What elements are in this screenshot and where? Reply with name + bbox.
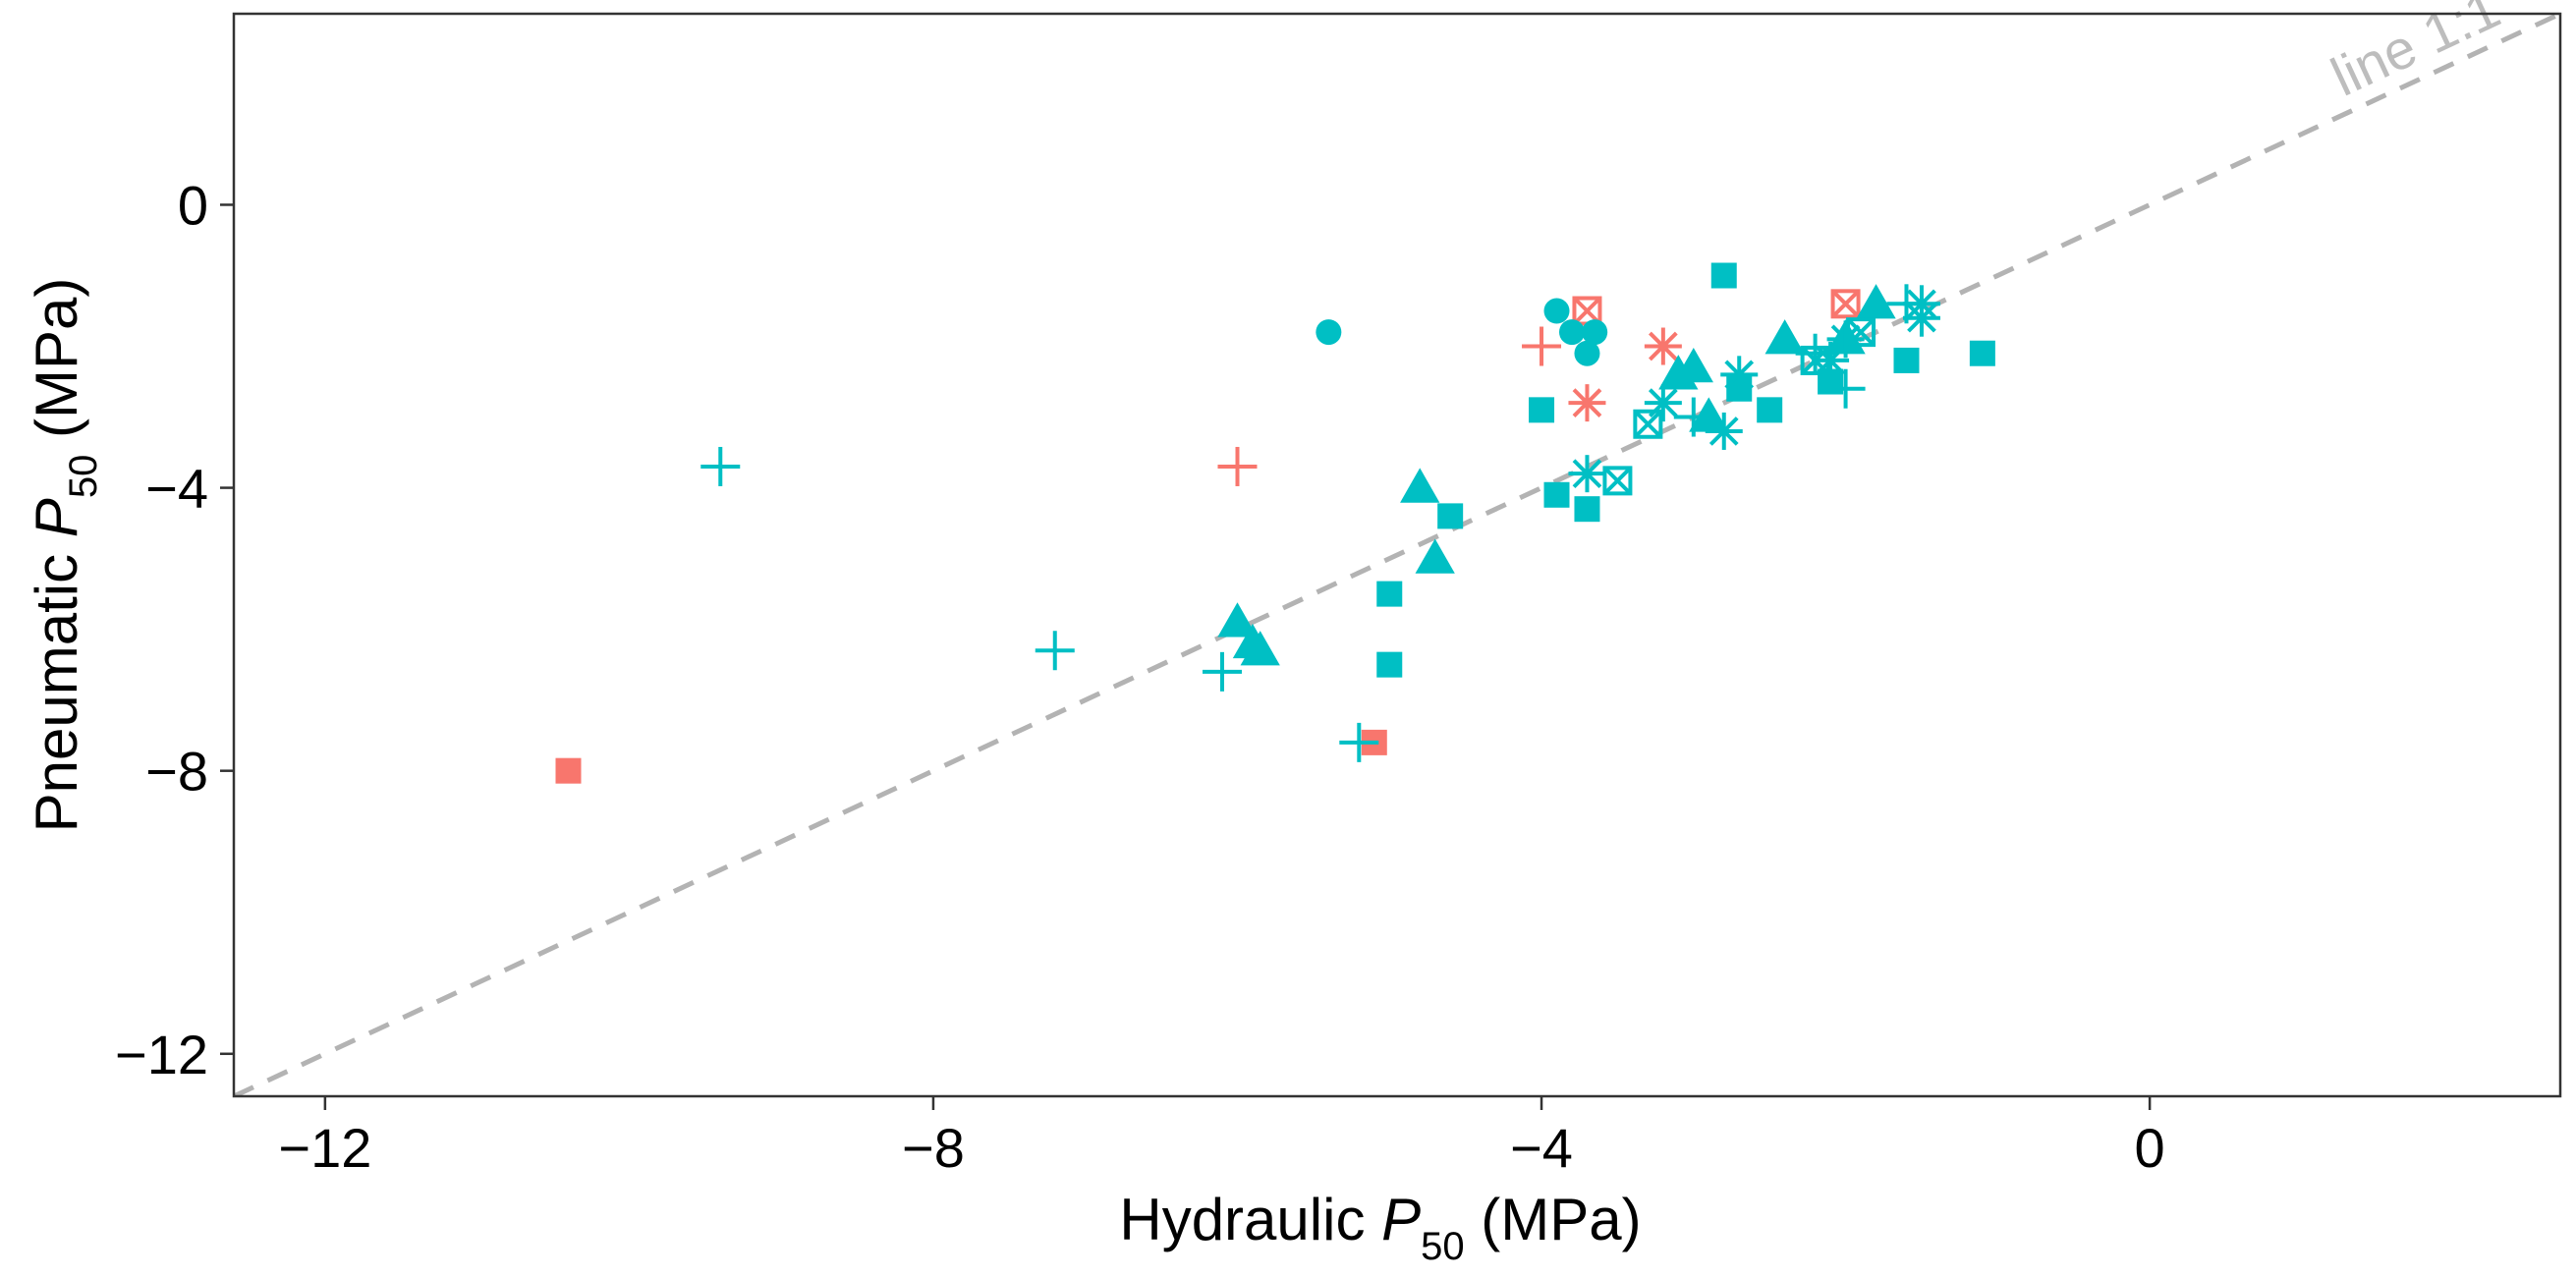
x-axis-title-subscript: 50	[1421, 1225, 1465, 1268]
data-point	[1720, 356, 1759, 394]
y-tick-label: −8	[145, 741, 208, 803]
data-point	[1826, 320, 1865, 359]
data-point	[1339, 722, 1379, 762]
y-axis-title-subscript: 50	[62, 455, 105, 499]
y-axis-title-suffix: (MPa)	[24, 278, 89, 455]
data-point	[1757, 397, 1783, 423]
y-axis-title: Pneumatic P50 (MPa)	[24, 278, 105, 833]
data-point	[1710, 262, 1737, 289]
x-tick-label: −8	[902, 1117, 965, 1179]
data-point	[1558, 319, 1585, 346]
data-point	[1376, 651, 1403, 678]
x-tick-label: −12	[278, 1117, 371, 1179]
points-layer	[555, 262, 1995, 784]
data-point	[1644, 327, 1682, 365]
x-tick-label: 0	[2135, 1117, 2165, 1179]
data-point	[1969, 340, 1995, 366]
data-point	[1902, 299, 1940, 337]
x-axis-title-symbol: P	[1381, 1187, 1421, 1252]
data-point	[1893, 347, 1920, 373]
data-point	[1240, 631, 1280, 666]
data-point	[1543, 481, 1570, 508]
data-point	[1673, 347, 1713, 383]
y-tick-label: 0	[178, 174, 208, 236]
data-point	[555, 757, 582, 784]
data-point	[1035, 631, 1075, 671]
data-point	[1543, 298, 1570, 324]
data-point	[1529, 397, 1555, 423]
data-point	[700, 446, 741, 486]
data-point	[1574, 496, 1600, 523]
x-axis-title-suffix: (MPa)	[1465, 1187, 1642, 1252]
data-point	[1633, 409, 1663, 439]
y-axis-title-symbol: P	[24, 498, 89, 537]
data-point	[1644, 384, 1682, 422]
data-point	[1582, 319, 1608, 346]
reference-line-1-1	[234, 14, 2560, 1096]
data-point	[1830, 289, 1861, 319]
data-point	[1217, 446, 1258, 486]
data-point	[1400, 468, 1440, 503]
data-point	[1217, 602, 1258, 638]
data-point	[1316, 319, 1342, 346]
data-point	[1856, 284, 1896, 319]
data-point	[1522, 326, 1562, 366]
y-tick-label: −12	[115, 1024, 208, 1085]
data-point	[1574, 340, 1600, 366]
data-point	[1376, 581, 1403, 607]
y-axis: −12 −8 −4 0	[115, 174, 234, 1085]
plot-panel-border	[232, 12, 2562, 1098]
x-axis: −12 −8 −4 0	[278, 1096, 2165, 1179]
data-point	[1705, 412, 1743, 450]
data-point	[1764, 319, 1805, 355]
x-axis-title: Hydraulic P50 (MPa)	[1119, 1187, 1641, 1268]
data-point	[1602, 466, 1633, 496]
data-point	[1812, 341, 1850, 379]
x-axis-title-prefix: Hydraulic	[1119, 1187, 1381, 1252]
y-tick-label: −4	[145, 458, 208, 520]
data-point	[1437, 503, 1464, 529]
data-point	[1568, 384, 1606, 422]
data-point	[1415, 538, 1455, 574]
y-axis-title-prefix: Pneumatic	[24, 537, 89, 832]
x-tick-label: −4	[1510, 1117, 1573, 1179]
data-point	[1568, 455, 1606, 493]
data-point	[1203, 651, 1243, 692]
